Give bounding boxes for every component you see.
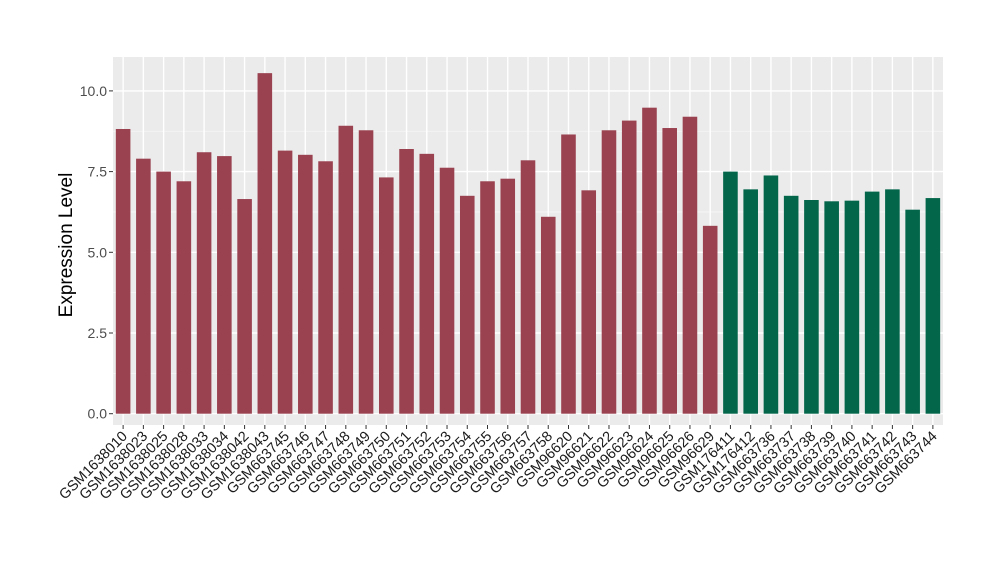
bar-GSM96625 (662, 128, 677, 414)
bar-GSM176411 (723, 171, 738, 414)
bar-GSM1638025 (156, 171, 171, 414)
y-tick-label: 5.0 (88, 244, 108, 260)
bar-GSM663752 (419, 153, 435, 414)
bar-GSM663750 (379, 177, 394, 414)
bar-GSM1638023 (136, 158, 151, 414)
bar-GSM96622 (601, 130, 617, 414)
bar-GSM663740 (844, 200, 860, 414)
bar-GSM663742 (885, 189, 900, 414)
bar-GSM663749 (358, 130, 374, 414)
bar-GSM663745 (277, 150, 293, 414)
bar-GSM663748 (338, 125, 354, 414)
bar-GSM96624 (642, 107, 657, 414)
bar-GSM1638033 (196, 152, 212, 414)
bar-GSM176412 (743, 189, 758, 414)
bar-GSM663743 (905, 209, 920, 414)
bar-GSM96620 (561, 134, 576, 414)
bar-GSM96629 (702, 225, 718, 414)
y-axis-title: Expression Level (56, 173, 77, 318)
bar-GSM1638043 (257, 73, 273, 414)
bar-GSM663753 (439, 167, 455, 414)
bar-GSM663747 (318, 161, 333, 414)
bar-GSM663758 (540, 216, 556, 414)
bar-GSM663744 (925, 198, 941, 414)
bar-GSM96621 (581, 190, 597, 414)
bar-GSM663739 (824, 201, 839, 414)
bar-GSM1638010 (115, 128, 131, 414)
bar-GSM663746 (298, 154, 313, 414)
bar-GSM663756 (500, 178, 516, 414)
y-tick-label: 2.5 (88, 325, 108, 341)
bars (115, 73, 941, 414)
bar-GSM663736 (763, 175, 779, 414)
y-axis: 0.0 2.5 5.0 7.5 10.0 (80, 83, 113, 422)
bar-GSM663741 (864, 191, 880, 414)
bar-GSM663738 (804, 200, 819, 414)
bar-GSM663751 (399, 149, 414, 414)
bar-GSM663755 (480, 181, 495, 414)
y-tick-label: 7.5 (88, 164, 108, 180)
bar-GSM1638042 (237, 199, 252, 414)
y-tick-label: 10.0 (80, 83, 107, 99)
bar-GSM1638028 (176, 181, 192, 414)
bar-GSM96623 (621, 120, 637, 414)
y-tick-label: 0.0 (88, 406, 108, 422)
bar-GSM663754 (459, 195, 475, 414)
bar-GSM1638034 (217, 156, 232, 414)
bar-GSM663757 (520, 160, 536, 414)
bar-GSM663737 (783, 195, 799, 414)
bar-GSM96626 (682, 116, 698, 414)
x-axis: GSM1638010GSM1638023GSM1638025GSM1638028… (56, 425, 941, 503)
